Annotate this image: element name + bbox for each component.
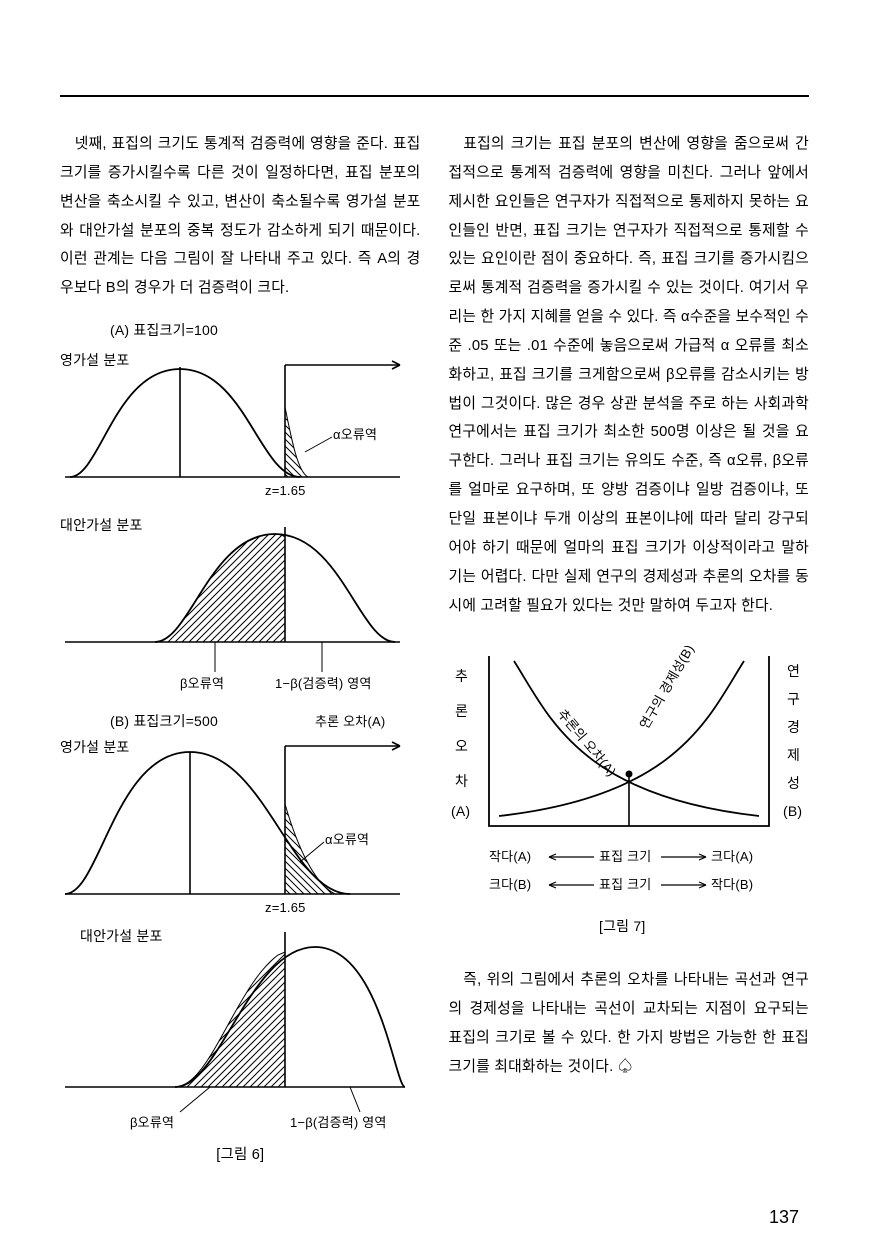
top-rule [60,95,809,97]
figure-6-svg: (A) 표집크기=100 영가설 분포 [60,317,410,1137]
panel-b-title: (B) 표집크기=500 [110,713,218,729]
fig7-yright-1: 연 [787,663,800,679]
panel-b-alpha-label: α오류역 [325,832,369,847]
fig7-yleft-3: 오 [455,738,468,754]
fig7-yleft-4: 차 [455,773,468,789]
fig7-yleft-5: (A) [451,803,470,819]
fig7-x1-left: 작다(A) [489,849,531,864]
fig7-curve-b-label: 연구의 경제성(B) [636,646,696,732]
fig7-yright-4: 제 [787,747,800,763]
panel-a-alt-label: 대안가설 분포 [60,517,143,533]
figure-7-caption: [그림 7] [599,918,645,934]
panel-b: (B) 표집크기=500 추론 오차(A) 영가설 분포 [60,713,405,1130]
panel-b-null-label: 영가설 분포 [60,739,130,755]
fig7-yleft-1: 추 [455,668,468,684]
panel-b-inferr-label: 추론 오차(A) [315,714,385,729]
fig7-x2-mid: 표집 크기 [599,877,651,892]
fig7-x2-right: 작다(B) [711,877,753,892]
figure-6-caption: [그림 6] [60,1141,421,1169]
fig7-curve-a-label: 추론의 오차(A) [554,707,619,780]
panel-a: (A) 표집크기=100 영가설 분포 [60,322,400,691]
panel-b-beta-label: β오류역 [130,1115,174,1130]
fig7-yright-2: 구 [787,691,800,707]
fig7-x1-mid: 표집 크기 [599,849,651,864]
panel-a-power-label: 1−β(검증력) 영역 [275,676,372,691]
right-para-1: 표집의 크기는 표집 분포의 변산에 영향을 줌으로써 간접적으로 통계적 검증… [449,130,810,620]
page: 넷째, 표집의 크기도 통계적 검증력에 영향을 준다. 표집 크기를 증가시킬… [0,0,869,1258]
fig7-yright-3: 경 [787,719,800,735]
panel-a-beta-label: β오류역 [180,676,224,691]
fig7-yleft-2: 론 [455,703,468,719]
page-number: 137 [769,1207,799,1228]
fig7-yright-5: 성 [787,775,800,791]
figure-7: 추 론 오 차 (A) 연 구 경 제 성 (B) [449,646,810,946]
panel-b-alt-label: 대안가설 분포 [80,928,163,944]
right-para-2: 즉, 위의 그림에서 추론의 오차를 나타내는 곡선과 연구의 경제성을 나타내… [449,966,810,1081]
left-para-1: 넷째, 표집의 크기도 통계적 검증력에 영향을 준다. 표집 크기를 증가시킬… [60,130,421,303]
panel-b-power-label: 1−β(검증력) 영역 [290,1115,387,1130]
figure-6: (A) 표집크기=100 영가설 분포 [60,317,421,1169]
panel-a-z-label: z=1.65 [265,483,306,498]
panel-a-null-label: 영가설 분포 [60,352,130,368]
two-column-layout: 넷째, 표집의 크기도 통계적 검증력에 영향을 준다. 표집 크기를 증가시킬… [60,130,809,1175]
fig7-yright-6: (B) [783,803,802,819]
right-column: 표집의 크기는 표집 분포의 변산에 영향을 줌으로써 간접적으로 통계적 검증… [449,130,810,1175]
left-column: 넷째, 표집의 크기도 통계적 검증력에 영향을 준다. 표집 크기를 증가시킬… [60,130,421,1175]
panel-a-alpha-label: α오류역 [333,427,377,442]
fig7-x2-left: 크다(B) [489,877,531,892]
figure-7-svg: 추 론 오 차 (A) 연 구 경 제 성 (B) [449,646,809,946]
panel-b-z-label: z=1.65 [265,900,306,915]
panel-a-title: (A) 표집크기=100 [110,322,218,338]
fig7-x1-right: 크다(A) [711,849,753,864]
